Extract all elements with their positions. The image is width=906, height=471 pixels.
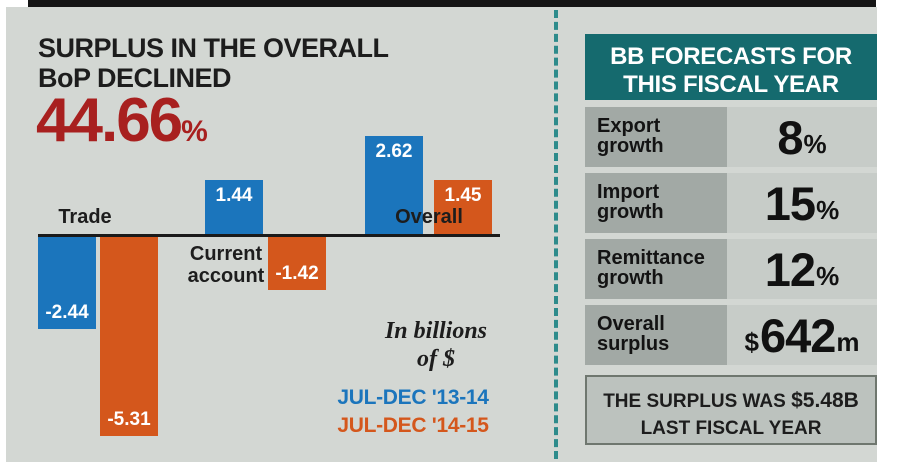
bar-value-label: -2.44 [45, 302, 89, 323]
headline-title: SURPLUS IN THE OVERALL BoP DECLINED [38, 33, 389, 93]
forecast-row-label: Overall surplus [585, 305, 727, 365]
forecast-row-value: 8% [727, 107, 877, 167]
forecast-panel: BB FORECASTS FOR THIS FISCAL YEAR Export… [585, 7, 877, 462]
value-number: 12 [764, 242, 816, 296]
value-suffix: % [803, 128, 827, 159]
bar-value-label: -5.31 [107, 409, 151, 430]
value-suffix: m [836, 326, 860, 357]
bar-current-account-jul-dec-14-15: -1.42 [268, 237, 326, 290]
big-number-percent-sign: % [181, 115, 208, 148]
forecast-row-import-growth: Import growth 15% [585, 173, 877, 233]
category-label-trade: Trade [58, 206, 112, 228]
unit-note-line1: In billions [384, 318, 488, 344]
category-label-overall: Overall [395, 206, 463, 228]
bar-value-label: 2.62 [375, 141, 413, 162]
forecast-header-line2: THIS FISCAL YEAR [623, 71, 839, 99]
legend-item-14-15: JUL-DEC '14-15 [337, 413, 489, 437]
forecast-row-overall-surplus: Overall surplus $642 m [585, 305, 877, 365]
footer-prefix: THE SURPLUS WAS [603, 391, 786, 412]
value-suffix: % [816, 260, 840, 291]
top-border-strip [28, 0, 876, 7]
bar-trade-jul-dec-14-15: -5.31 [100, 237, 158, 436]
bar-value-label: 1.45 [444, 185, 482, 206]
unit-note-line2: of $ [417, 346, 455, 373]
forecast-row-label: Import growth [585, 173, 727, 233]
forecast-row-label: Export growth [585, 107, 727, 167]
forecast-row-value: 15% [727, 173, 877, 233]
footer-line2: LAST FISCAL YEAR [640, 417, 822, 439]
bar-trade-jul-dec-13-14: -2.44 [38, 237, 96, 329]
bar-value-label: 1.44 [215, 185, 253, 206]
value-number: 642 [759, 308, 836, 362]
value-number: 15 [764, 176, 816, 230]
forecast-row-label: Remittance growth [585, 239, 727, 299]
bar-value-label: -1.42 [275, 263, 319, 284]
headline-title-line1: SURPLUS IN THE OVERALL [38, 33, 389, 63]
forecast-panel-footer: THE SURPLUS WAS $5.48B LAST FISCAL YEAR [585, 375, 877, 445]
bar-overall-jul-dec-14-15: 1.45 [434, 180, 492, 234]
forecast-panel-header: BB FORECASTS FOR THIS FISCAL YEAR [585, 34, 877, 100]
chart-section: SURPLUS IN THE OVERALL BoP DECLINED 44.6… [6, 7, 551, 462]
category-label-current-account: Current account [187, 243, 265, 288]
forecast-header-line1: BB FORECASTS FOR [610, 43, 852, 70]
forecast-row-value: 12% [727, 239, 877, 299]
chart-legend: JUL-DEC '13-14 JUL-DEC '14-15 [324, 384, 502, 439]
dashed-divider [554, 10, 558, 459]
zero-axis-line [38, 234, 500, 237]
forecast-row-export-growth: Export growth 8% [585, 107, 877, 167]
legend-item-13-14: JUL-DEC '13-14 [337, 386, 489, 409]
footer-value: $5.48B [791, 389, 859, 412]
headline-big-number: 44.66% [36, 85, 208, 156]
bar-chart: -2.44 1.44 2.62 -5.31 -1.42 1.45 [6, 7, 551, 462]
value-number: 8 [777, 110, 803, 164]
headline-title-line2: BoP DECLINED [38, 63, 232, 94]
footer-line1: THE SURPLUS WAS $5.48B [587, 386, 875, 416]
forecast-row-remittance-growth: Remittance growth 12% [585, 239, 877, 299]
bar-overall-jul-dec-13-14: 2.62 [365, 136, 423, 234]
value-prefix: $ [744, 326, 759, 357]
value-suffix: % [816, 194, 840, 225]
unit-note: In billions of $ [366, 317, 506, 374]
big-number-value: 44.66 [36, 86, 183, 155]
infographic-panel: SURPLUS IN THE OVERALL BoP DECLINED 44.6… [6, 7, 877, 462]
forecast-row-value: $642 m [727, 305, 877, 365]
bar-current-account-jul-dec-13-14: 1.44 [205, 180, 263, 234]
